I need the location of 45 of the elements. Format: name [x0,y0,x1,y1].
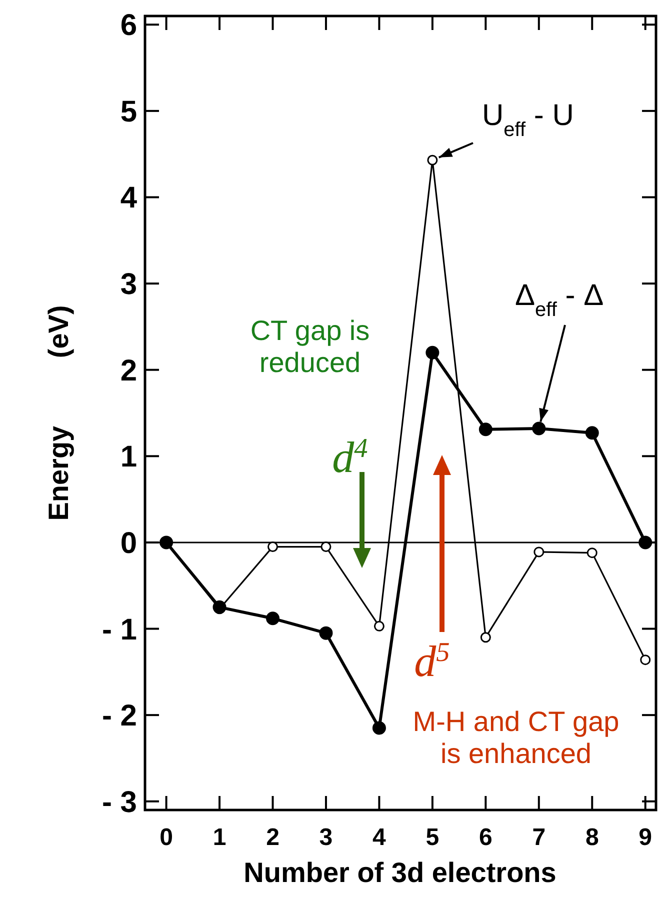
y-tick-label: 1 [120,440,137,474]
y-tick-label: 2 [120,354,137,388]
x-tick-label: 2 [266,824,280,851]
x-tick-label: 4 [372,824,387,851]
annotation: d$^{5}$ [414,637,450,686]
x-tick-label: 1 [212,824,226,851]
x-tick-label: 8 [585,824,599,851]
point [427,154,438,166]
y-tick-label: 4 [120,182,138,215]
y-tick-label: - 2 [102,700,137,733]
x-tick-label: 6 [478,824,492,851]
y-tick-label: 0 [120,526,137,560]
point [585,426,599,440]
annotation: d$^{4}$ [332,433,368,482]
point [320,542,332,552]
point [372,721,386,735]
point [212,600,226,614]
y-tick-label: 3 [120,268,137,302]
x-tick-label: 0 [160,824,173,851]
y-tick-label: 5 [120,95,137,128]
x-axis-title: Number of 3d electrons [244,857,556,888]
point [478,422,492,436]
point [266,612,280,626]
x-tick-label: 3 [319,824,333,851]
x-tick-label: 5 [426,824,440,851]
x-tick-label: 9 [638,824,652,851]
point [319,626,333,640]
legend-label: Δ$_{eff}$ - Δ [515,279,604,321]
point [374,620,384,632]
point [640,654,651,666]
legend-label: U$_{eff}$ - U [482,99,574,141]
y-tick-label: - 3 [102,786,137,819]
annotation: CT gap is reduced [250,315,370,378]
point [268,542,278,552]
point [426,346,440,360]
point [534,546,544,558]
point [586,548,598,558]
y-axis-title: Energy (eV) [43,305,74,521]
point [532,422,546,436]
annotation: M-H and CT gap is enhanced [412,706,620,770]
y-tick-label: - 1 [102,613,137,646]
y-tick-label: 6 [120,9,137,42]
x-tick-label: 7 [532,824,546,851]
point [480,632,491,643]
point [638,536,652,550]
